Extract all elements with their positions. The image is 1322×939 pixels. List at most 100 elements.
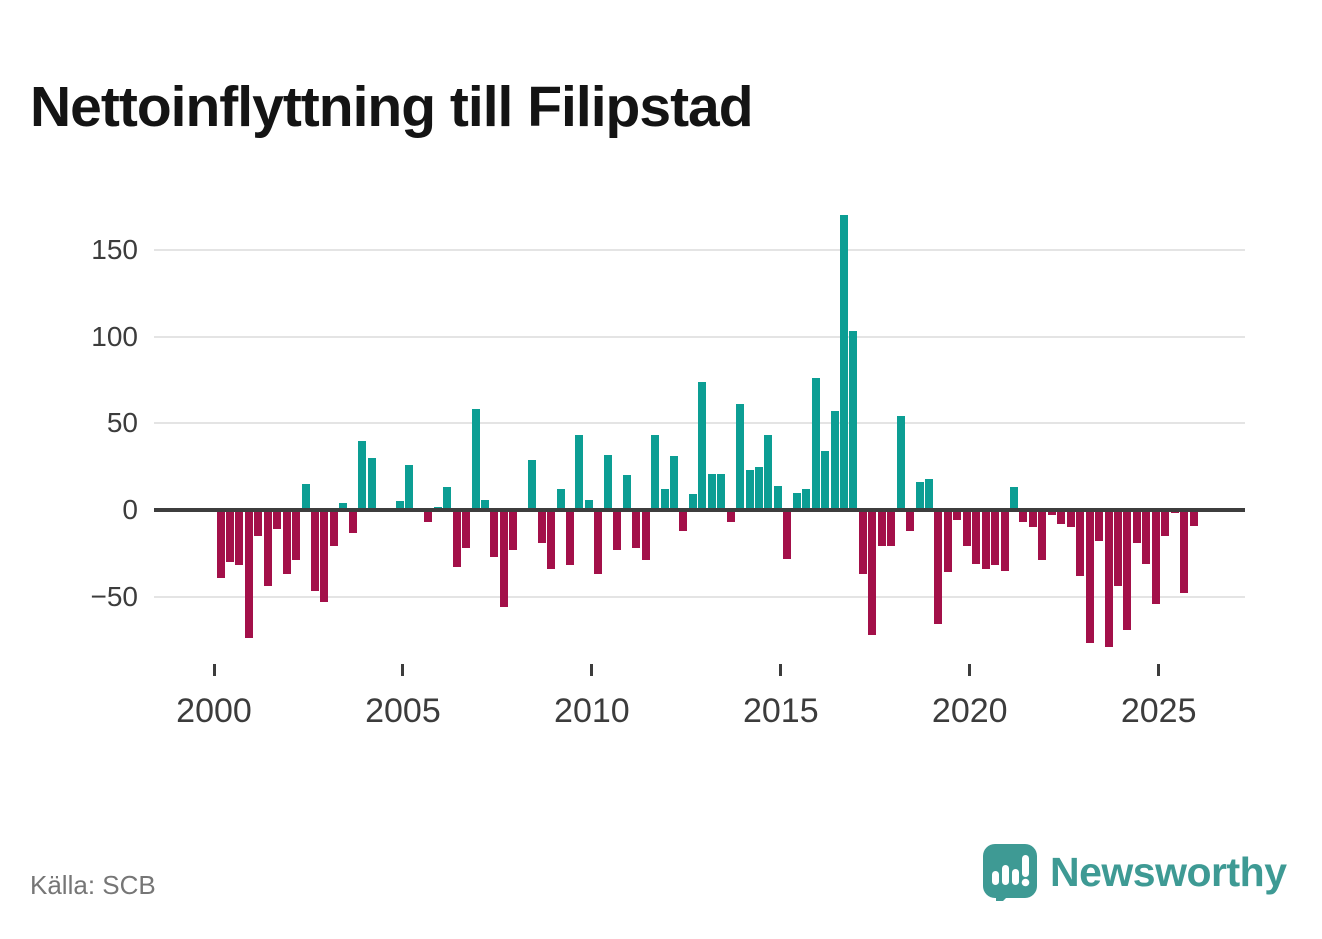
bar-2015Q1	[783, 510, 792, 559]
bar-2009Q3	[575, 435, 584, 510]
bar-2001Q3	[273, 510, 282, 530]
bar-2011Q3	[651, 435, 660, 510]
zero-axis-line	[154, 508, 1245, 512]
bar-2024Q1	[1123, 510, 1132, 630]
bar-2018Q4	[925, 478, 934, 510]
bar-2025Q4	[1189, 510, 1198, 526]
bar-2019Q3	[953, 510, 962, 521]
bar-2013Q3	[726, 510, 735, 523]
bar-2012Q3	[688, 494, 697, 510]
bar-2014Q3	[764, 435, 773, 510]
bar-2022Q3	[1066, 510, 1075, 528]
bar-2012Q4	[698, 381, 707, 510]
bar-2019Q2	[943, 510, 952, 573]
bar-2011Q4	[660, 489, 669, 510]
x-axis-tick-2005	[401, 664, 405, 676]
newsworthy-logo-icon	[982, 843, 1038, 908]
bar-2000Q4	[244, 510, 253, 639]
bar-2002Q2	[301, 484, 310, 510]
y-axis-label-0: 0	[122, 494, 138, 525]
x-axis-label-2020: 2020	[931, 692, 1008, 730]
bar-2017Q4	[887, 510, 896, 547]
bar-2001Q2	[263, 510, 272, 587]
bar-2019Q1	[934, 510, 943, 625]
bar-2006Q3	[462, 510, 471, 549]
bar-2016Q4	[849, 331, 858, 510]
bar-2011Q1	[632, 510, 641, 549]
bar-2022Q2	[1057, 510, 1066, 524]
bar-2020Q3	[991, 510, 1000, 566]
bar-2025Q1	[1161, 510, 1170, 536]
bar-2015Q2	[792, 492, 801, 510]
bar-2024Q2	[1132, 510, 1141, 543]
bar-2007Q2	[490, 510, 499, 557]
x-axis-label-2025: 2025	[1120, 692, 1197, 730]
bar-2000Q1	[216, 510, 225, 578]
bar-2007Q3	[499, 510, 508, 608]
bar-2003Q1	[329, 510, 338, 547]
bar-2023Q4	[1113, 510, 1122, 587]
bar-2010Q2	[603, 454, 612, 510]
bar-2004Q1	[367, 458, 376, 510]
bar-2009Q1	[556, 489, 565, 510]
bar-2016Q2	[830, 411, 839, 510]
bar-2014Q1	[745, 470, 754, 510]
bar-2023Q1	[1085, 510, 1094, 644]
bar-2005Q3	[424, 510, 433, 523]
y-axis-label--50: −50	[90, 580, 139, 612]
bar-2023Q3	[1104, 510, 1113, 647]
bar-2021Q1	[1010, 487, 1019, 510]
bar-2009Q4	[584, 499, 593, 510]
x-axis-label-2000: 2000	[176, 692, 252, 730]
bar-2007Q1	[481, 499, 490, 510]
page-title: Nettoinflyttning till Filipstad	[30, 75, 754, 140]
bar-2020Q4	[1000, 510, 1009, 571]
bar-2017Q1	[858, 510, 867, 575]
bar-2020Q1	[972, 510, 981, 564]
bar-2016Q3	[840, 215, 848, 510]
bar-2006Q2	[452, 510, 461, 568]
brand-name: Newsworthy	[1050, 848, 1287, 895]
bar-2007Q4	[509, 510, 518, 550]
bar-2020Q2	[981, 510, 990, 569]
x-axis-tick-2020	[968, 664, 972, 676]
x-axis-label-2010: 2010	[554, 692, 630, 730]
bar-2024Q3	[1142, 510, 1151, 564]
bar-2024Q4	[1151, 510, 1160, 604]
bar-2006Q4	[471, 409, 480, 510]
gridline-y-100	[154, 335, 1245, 338]
bar-2021Q4	[1038, 510, 1047, 561]
bar-2008Q2	[528, 459, 537, 510]
bar-2021Q2	[1019, 510, 1028, 523]
y-axis-label-100: 100	[91, 320, 138, 352]
bar-2025Q3	[1180, 510, 1189, 594]
bar-2011Q2	[641, 510, 650, 561]
bar-2003Q3	[348, 510, 357, 533]
source-attribution: Källa: SCB	[30, 870, 156, 900]
bar-2006Q1	[443, 487, 452, 510]
bar-2000Q2	[225, 510, 234, 562]
bar-2013Q4	[736, 404, 745, 510]
bar-2015Q3	[802, 489, 811, 510]
x-axis-tick-2025	[1157, 664, 1161, 676]
bar-2023Q2	[1095, 510, 1104, 542]
bar-2003Q2	[339, 503, 348, 510]
bar-2008Q3	[537, 510, 546, 543]
bar-2013Q2	[717, 473, 726, 510]
gridline-y-150	[154, 249, 1245, 251]
x-axis-tick-2015	[779, 664, 783, 676]
bar-2018Q2	[906, 510, 915, 531]
bar-2010Q3	[613, 510, 622, 550]
bar-2003Q4	[358, 440, 367, 510]
bar-2000Q3	[235, 510, 244, 566]
bar-2015Q4	[811, 378, 820, 510]
bar-2014Q2	[754, 466, 763, 510]
bar-2018Q1	[896, 416, 905, 510]
bar-2016Q1	[821, 451, 830, 510]
bar-2013Q1	[707, 473, 716, 510]
bar-2008Q4	[547, 510, 556, 569]
bar-2012Q1	[669, 456, 678, 510]
bar-2010Q4	[622, 475, 631, 510]
bar-2021Q3	[1028, 510, 1037, 528]
